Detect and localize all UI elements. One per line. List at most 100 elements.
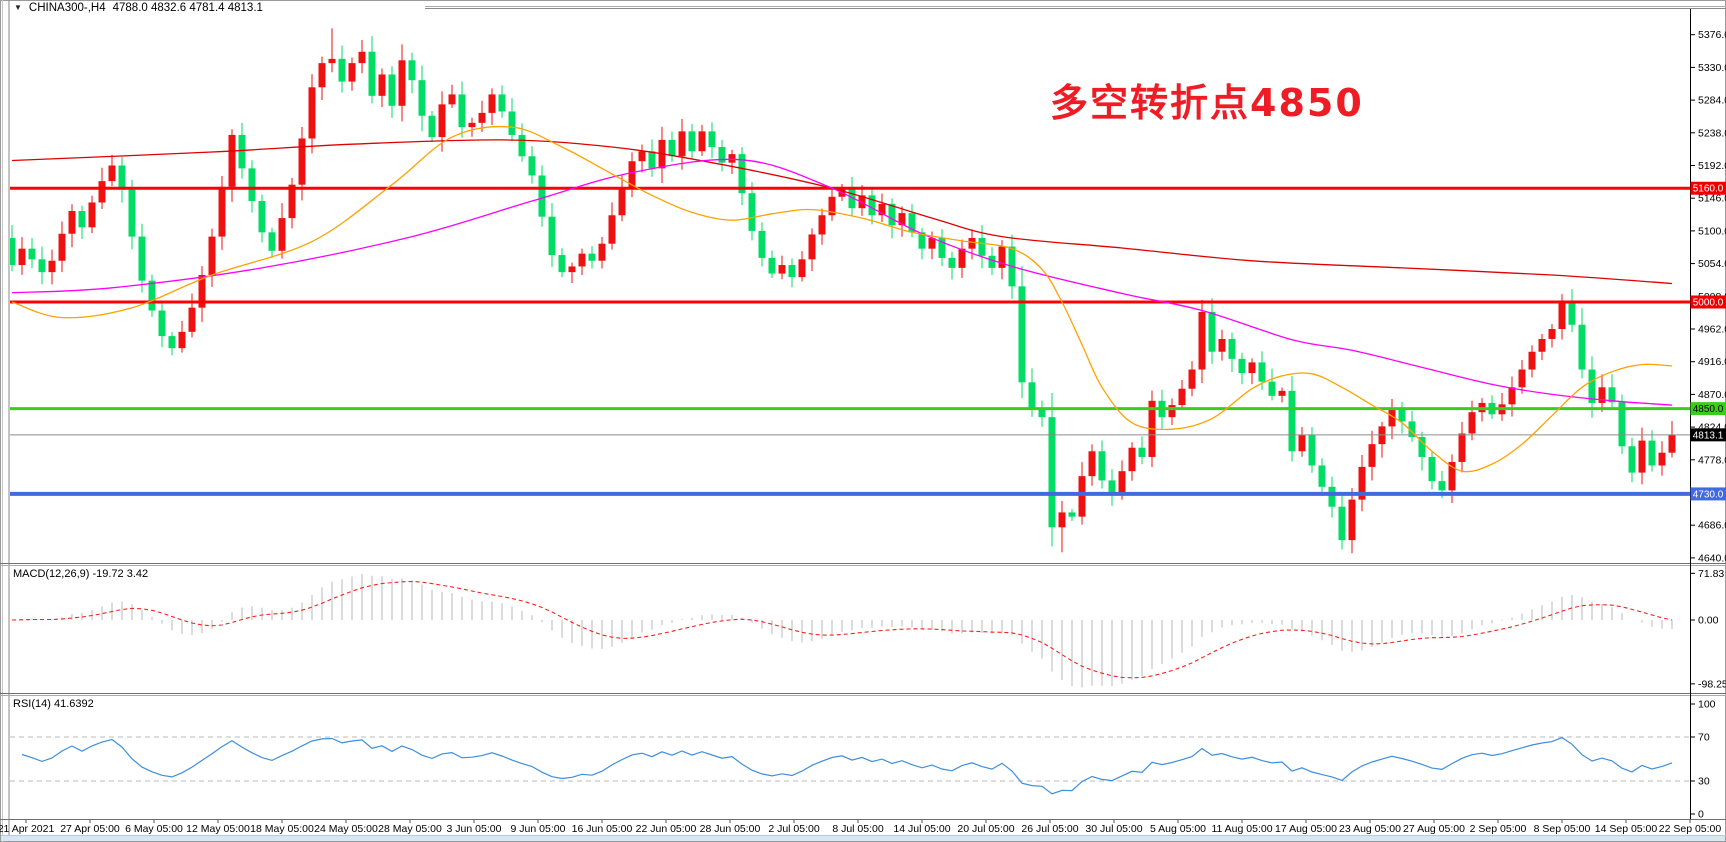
candle-body (1268, 381, 1276, 396)
candle-body (288, 184, 296, 219)
candle-body (188, 307, 196, 332)
candle-body (268, 232, 276, 251)
candle-body (688, 131, 696, 152)
candle-body (858, 195, 866, 209)
price-axis-label: 4870.0 (1698, 389, 1726, 401)
candle-body (728, 154, 736, 163)
price-axis-label: 4686.0 (1698, 520, 1726, 532)
candle-body (1228, 338, 1236, 359)
price-badge-label: 4730.0 (1693, 489, 1724, 500)
candle-body (418, 80, 426, 116)
candle-body (1238, 358, 1246, 374)
candle-body (158, 310, 166, 337)
candle-body (1308, 434, 1316, 466)
candle-body (818, 215, 826, 235)
candle-body (1198, 311, 1206, 370)
time-axis-label: 17 Aug 05:00 (1275, 823, 1337, 835)
candle-body (458, 94, 466, 128)
symbol-dropdown-icon[interactable]: ▼ (14, 3, 22, 12)
candle-body (508, 111, 516, 135)
price-axis-label: 4640.0 (1698, 552, 1726, 564)
candle-body (178, 331, 186, 349)
candle-body (788, 265, 796, 278)
candle-body (228, 134, 236, 187)
annotation-text[interactable]: 多空转折点4850 (1050, 81, 1364, 125)
candle-body (1358, 466, 1366, 500)
candle-body (468, 122, 476, 128)
candle-body (78, 210, 86, 228)
candle-body (938, 238, 946, 258)
price-axis-label: 5284.0 (1698, 95, 1726, 107)
time-axis-label: 26 Jul 05:00 (1021, 823, 1078, 835)
candle-body (628, 161, 636, 189)
candle-body (988, 255, 996, 268)
candle-body (1558, 300, 1566, 329)
candle-body (138, 236, 146, 281)
time-axis-label: 2 Sep 05:00 (1470, 823, 1527, 835)
candle-body (1388, 408, 1396, 427)
candle-body (1348, 499, 1356, 541)
candles-layer (10, 28, 1676, 554)
price-axis-label: 5146.0 (1698, 193, 1726, 205)
chart-title-bar: ▼ CHINA300-,H4 4788.0 4832.6 4781.4 4813… (12, 1, 269, 15)
moving-averages (11, 125, 1673, 473)
candle-body (548, 216, 556, 256)
candle-body (1138, 447, 1146, 457)
time-axis-label: 21 Apr 2021 (0, 823, 54, 835)
candle-body (1598, 387, 1606, 403)
candle-body (808, 234, 816, 260)
candle-body (1658, 452, 1666, 466)
candle-body (1088, 451, 1096, 477)
candle-body (368, 51, 376, 96)
candle-body (1188, 369, 1196, 389)
candle-body (678, 131, 686, 157)
candle-body (218, 186, 226, 237)
time-axis-label: 12 May 05:00 (186, 823, 250, 835)
candle-body (1338, 506, 1346, 541)
horizontal-lines[interactable] (10, 186, 1690, 496)
candle-body (958, 248, 966, 268)
candle-body (1578, 324, 1586, 370)
candle-body (318, 63, 326, 88)
time-axis-label: 27 Aug 05:00 (1403, 823, 1465, 835)
candle-body (718, 147, 726, 163)
price-axis-label: 4778.0 (1698, 454, 1726, 466)
candle-body (18, 248, 26, 266)
candle-body (338, 58, 346, 82)
price-badge (1690, 295, 1726, 309)
time-axis-label: 2 Jul 05:00 (768, 823, 820, 835)
candle-body (748, 193, 756, 231)
candle-body (968, 238, 976, 249)
candle-body (868, 195, 876, 216)
candle-body (1298, 434, 1306, 452)
price-axis-label: 4916.0 (1698, 356, 1726, 368)
candle-body (558, 255, 566, 273)
candle-body (378, 74, 386, 96)
price-axis-label: 5192.0 (1698, 160, 1726, 172)
candle-body (778, 265, 786, 274)
candle-body (298, 138, 306, 185)
candle-body (1588, 369, 1596, 403)
price-axis-label: 5238.0 (1698, 127, 1726, 139)
price-badge (1690, 428, 1726, 442)
candle-body (1248, 362, 1256, 374)
candle-body (638, 151, 646, 162)
candle-body (1368, 444, 1376, 467)
candle-body (648, 151, 656, 169)
candle-body (538, 175, 546, 217)
time-axis-label: 5 Aug 05:00 (1150, 823, 1206, 835)
time-axis-label: 8 Jul 05:00 (832, 823, 884, 835)
rsi-line (21, 736, 1673, 795)
candle-body (1568, 300, 1576, 325)
time-axis[interactable]: 21 Apr 2021 27 Apr 05:00 6 May 05:00 12 May… (0, 819, 1721, 836)
candle-body (1628, 446, 1636, 473)
rsi-axis-label: 70 (1698, 732, 1710, 744)
price-badge-label: 4813.1 (1693, 430, 1724, 441)
rsi-axis-label: 100 (1698, 699, 1716, 711)
candle-body (518, 134, 526, 157)
candle-body (1118, 471, 1126, 494)
candle-body (448, 94, 456, 105)
candle-body (1108, 480, 1116, 494)
